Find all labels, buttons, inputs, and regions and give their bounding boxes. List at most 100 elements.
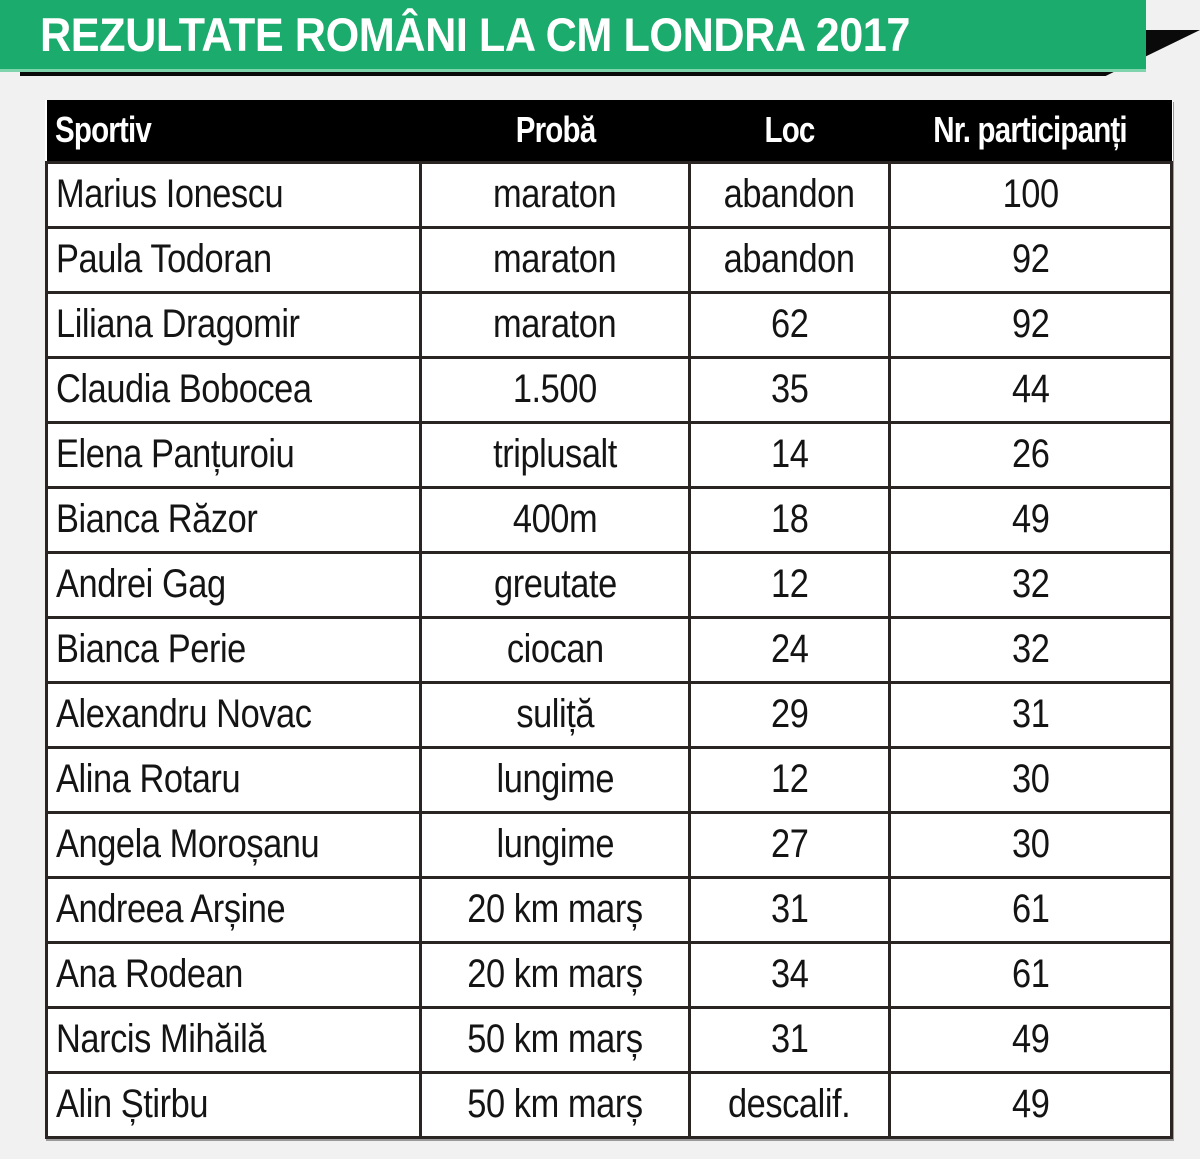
table-row: Marius Ionescu maraton abandon 100 xyxy=(44,160,1174,229)
athlete-name-cell: Liliana Dragomir xyxy=(44,290,423,359)
place-cell-text: 62 xyxy=(770,302,809,346)
place-cell-text: 12 xyxy=(770,562,809,606)
athlete-name-cell: Bianca Răzor xyxy=(44,485,423,554)
place-cell-text: descalif. xyxy=(728,1082,851,1126)
participants-count-cell: 26 xyxy=(887,420,1174,489)
athlete-name-cell-text: Narcis Mihăilă xyxy=(56,1017,266,1061)
event-cell: 50 km marș xyxy=(419,1070,692,1139)
participants-count-cell-text: 30 xyxy=(1011,757,1050,801)
participants-count-cell: 49 xyxy=(887,1070,1174,1139)
place-cell-text: 12 xyxy=(770,757,809,801)
place-cell-text: 24 xyxy=(770,627,809,671)
participants-count-cell-text: 100 xyxy=(1002,172,1059,216)
athlete-name-cell-text: Liliana Dragomir xyxy=(56,302,300,346)
event-cell: greutate xyxy=(419,550,692,619)
place-cell: 62 xyxy=(688,290,891,359)
participants-count-cell: 61 xyxy=(887,875,1174,944)
athlete-name-cell-text: Alin Știrbu xyxy=(56,1082,209,1126)
event-cell: 50 km marș xyxy=(419,1005,692,1074)
athlete-name-cell: Elena Panțuroiu xyxy=(44,420,423,489)
participants-count-cell-text: 31 xyxy=(1011,692,1050,736)
participants-count-cell: 49 xyxy=(887,1005,1174,1074)
place-cell: 27 xyxy=(688,810,891,879)
table-row: Ana Rodean 20 km marș 34 61 xyxy=(44,940,1174,1009)
place-cell: 31 xyxy=(688,875,891,944)
place-cell: 14 xyxy=(688,420,891,489)
event-cell: lungime xyxy=(419,745,692,814)
participants-count-cell-text: 61 xyxy=(1011,952,1050,996)
column-header-label: Loc xyxy=(764,109,815,151)
event-cell-text: ciocan xyxy=(506,627,604,671)
event-cell-text: 1.500 xyxy=(513,367,598,411)
participants-count-cell: 32 xyxy=(887,615,1174,684)
place-cell-text: 34 xyxy=(770,952,809,996)
athlete-name-cell: Claudia Bobocea xyxy=(44,355,423,424)
title-banner: REZULTATE ROMÂNI LA CM LONDRA 2017 xyxy=(0,0,1146,72)
event-cell-text: 50 km marș xyxy=(467,1017,643,1061)
participants-count-cell-text: 49 xyxy=(1011,497,1050,541)
participants-count-cell-text: 49 xyxy=(1011,1017,1050,1061)
athlete-name-cell-text: Angela Moroșanu xyxy=(56,822,320,866)
athlete-name-cell-text: Marius Ionescu xyxy=(56,172,284,216)
title-area: REZULTATE ROMÂNI LA CM LONDRA 2017 xyxy=(0,0,1200,80)
place-cell-text: abandon xyxy=(723,172,855,216)
participants-count-cell: 44 xyxy=(887,355,1174,424)
event-cell: 1.500 xyxy=(419,355,692,424)
column-header-label: Sportiv xyxy=(54,109,152,151)
place-cell: 12 xyxy=(688,550,891,619)
event-cell-text: maraton xyxy=(493,237,617,281)
participants-count-cell-text: 49 xyxy=(1011,1082,1050,1126)
athlete-name-cell-text: Andreea Arșine xyxy=(56,887,286,931)
place-cell-text: 35 xyxy=(770,367,809,411)
participants-count-cell-text: 26 xyxy=(1011,432,1050,476)
place-cell: 24 xyxy=(688,615,891,684)
event-cell-text: triplusalt xyxy=(493,432,617,476)
athlete-name-cell-text: Alexandru Novac xyxy=(56,692,312,736)
participants-count-cell: 92 xyxy=(887,290,1174,359)
place-cell: 35 xyxy=(688,355,891,424)
page-title: REZULTATE ROMÂNI LA CM LONDRA 2017 xyxy=(40,8,910,61)
event-cell: maraton xyxy=(419,290,692,359)
participants-count-cell: 92 xyxy=(887,225,1174,294)
athlete-name-cell-text: Bianca Perie xyxy=(56,627,246,671)
participants-count-cell: 31 xyxy=(887,680,1174,749)
event-cell: 20 km marș xyxy=(419,875,692,944)
place-cell-text: 14 xyxy=(770,432,809,476)
table-row: Bianca Răzor 400m 18 49 xyxy=(44,485,1174,554)
table-header-row: Sportiv Probă Loc Nr. participanți xyxy=(46,100,1172,162)
event-cell-text: lungime xyxy=(496,822,614,866)
athlete-name-cell-text: Claudia Bobocea xyxy=(56,367,312,411)
event-cell: suliță xyxy=(419,680,692,749)
table-row: Andreea Arșine 20 km marș 31 61 xyxy=(44,875,1174,944)
table-row: Liliana Dragomir maraton 62 92 xyxy=(44,290,1174,359)
athlete-name-cell: Marius Ionescu xyxy=(44,160,423,229)
place-cell-text: 31 xyxy=(770,887,809,931)
event-cell: lungime xyxy=(419,810,692,879)
participants-count-cell-text: 92 xyxy=(1011,302,1050,346)
athlete-name-cell: Paula Todoran xyxy=(44,225,423,294)
column-header-label: Nr. participanți xyxy=(933,109,1128,151)
table-row: Claudia Bobocea 1.500 35 44 xyxy=(44,355,1174,424)
place-cell: 31 xyxy=(688,1005,891,1074)
place-cell-text: 27 xyxy=(770,822,809,866)
event-cell: 20 km marș xyxy=(419,940,692,1009)
participants-count-cell-text: 30 xyxy=(1011,822,1050,866)
place-cell-text: 18 xyxy=(770,497,809,541)
place-cell: 29 xyxy=(688,680,891,749)
athlete-name-cell-text: Alina Rotaru xyxy=(56,757,241,801)
column-header-loc: Loc xyxy=(690,100,889,162)
place-cell: 34 xyxy=(688,940,891,1009)
event-cell: triplusalt xyxy=(419,420,692,489)
participants-count-cell: 30 xyxy=(887,745,1174,814)
participants-count-cell-text: 61 xyxy=(1011,887,1050,931)
participants-count-cell: 32 xyxy=(887,550,1174,619)
results-table: Sportiv Probă Loc Nr. participanți Mariu… xyxy=(44,100,1174,1139)
athlete-name-cell: Ana Rodean xyxy=(44,940,423,1009)
place-cell-text: 29 xyxy=(770,692,809,736)
column-header-label: Probă xyxy=(515,109,595,151)
table-row: Elena Panțuroiu triplusalt 14 26 xyxy=(44,420,1174,489)
column-header-proba: Probă xyxy=(421,100,690,162)
athlete-name-cell-text: Ana Rodean xyxy=(56,952,243,996)
place-cell: abandon xyxy=(688,225,891,294)
athlete-name-cell: Bianca Perie xyxy=(44,615,423,684)
